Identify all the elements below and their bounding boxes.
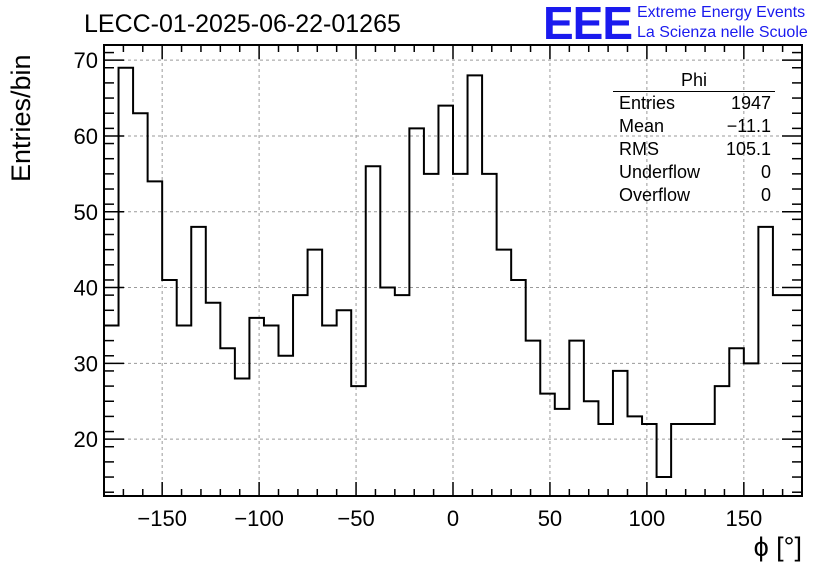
stats-label: Overflow (619, 185, 691, 205)
stats-label: Entries (619, 93, 676, 113)
y-axis-label-wrap: Entries/bin (0, 54, 44, 210)
logo-line-2: La Scienza nelle Scuole (637, 24, 808, 41)
stats-row-mean: Mean −11.1 (611, 115, 777, 138)
x-tick-label: 50 (538, 506, 562, 531)
stats-value: 105.1 (725, 139, 771, 159)
x-tick-label: 100 (629, 506, 666, 531)
plot-frame (103, 44, 803, 497)
histogram-line (104, 66, 803, 479)
y-tick-label: 60 (74, 124, 98, 149)
stats-row-rms: RMS 105.1 (611, 138, 777, 161)
y-tick-label: 40 (74, 276, 98, 301)
stats-value: −11.1 (726, 116, 771, 136)
x-axis-label: ϕ [°] (753, 532, 802, 562)
stats-label: Mean (619, 116, 665, 136)
y-tick-label: 30 (74, 351, 98, 376)
y-axis-ticks: 20 30 40 50 60 70 (74, 48, 802, 493)
stats-value: 0 (760, 185, 771, 205)
y-tick-label: 20 (74, 427, 98, 452)
stats-label: Underflow (619, 162, 701, 182)
chart-title: LECC-01-2025-06-22-01265 (84, 10, 401, 38)
stats-value: 0 (760, 162, 771, 182)
stats-box: Phi Entries 1947 Mean −11.1 RMS 105.1 Un… (611, 70, 777, 207)
y-tick-label: 70 (74, 48, 98, 73)
x-tick-label: −100 (234, 506, 284, 531)
x-tick-label: −50 (337, 506, 374, 531)
stats-row-underflow: Underflow 0 (611, 161, 777, 184)
stats-row-overflow: Overflow 0 (611, 184, 777, 207)
stats-title: Phi (613, 70, 775, 92)
x-tick-label: 0 (447, 506, 459, 531)
logo-caption: Extreme Energy Events La Scienza nelle S… (637, 3, 808, 43)
x-axis-ticks: −150 −100 −50 0 50 100 150 (103, 45, 803, 531)
eee-logo: EEE (543, 0, 633, 49)
x-tick-label: −150 (137, 506, 187, 531)
stats-row-entries: Entries 1947 (611, 92, 777, 115)
logo-line-1: Extreme Energy Events (637, 4, 806, 21)
stats-value: 1947 (730, 93, 771, 113)
y-tick-label: 50 (74, 200, 98, 225)
x-tick-label: 150 (725, 506, 762, 531)
y-axis-label: Entries/bin (6, 54, 36, 182)
stats-label: RMS (619, 139, 659, 159)
